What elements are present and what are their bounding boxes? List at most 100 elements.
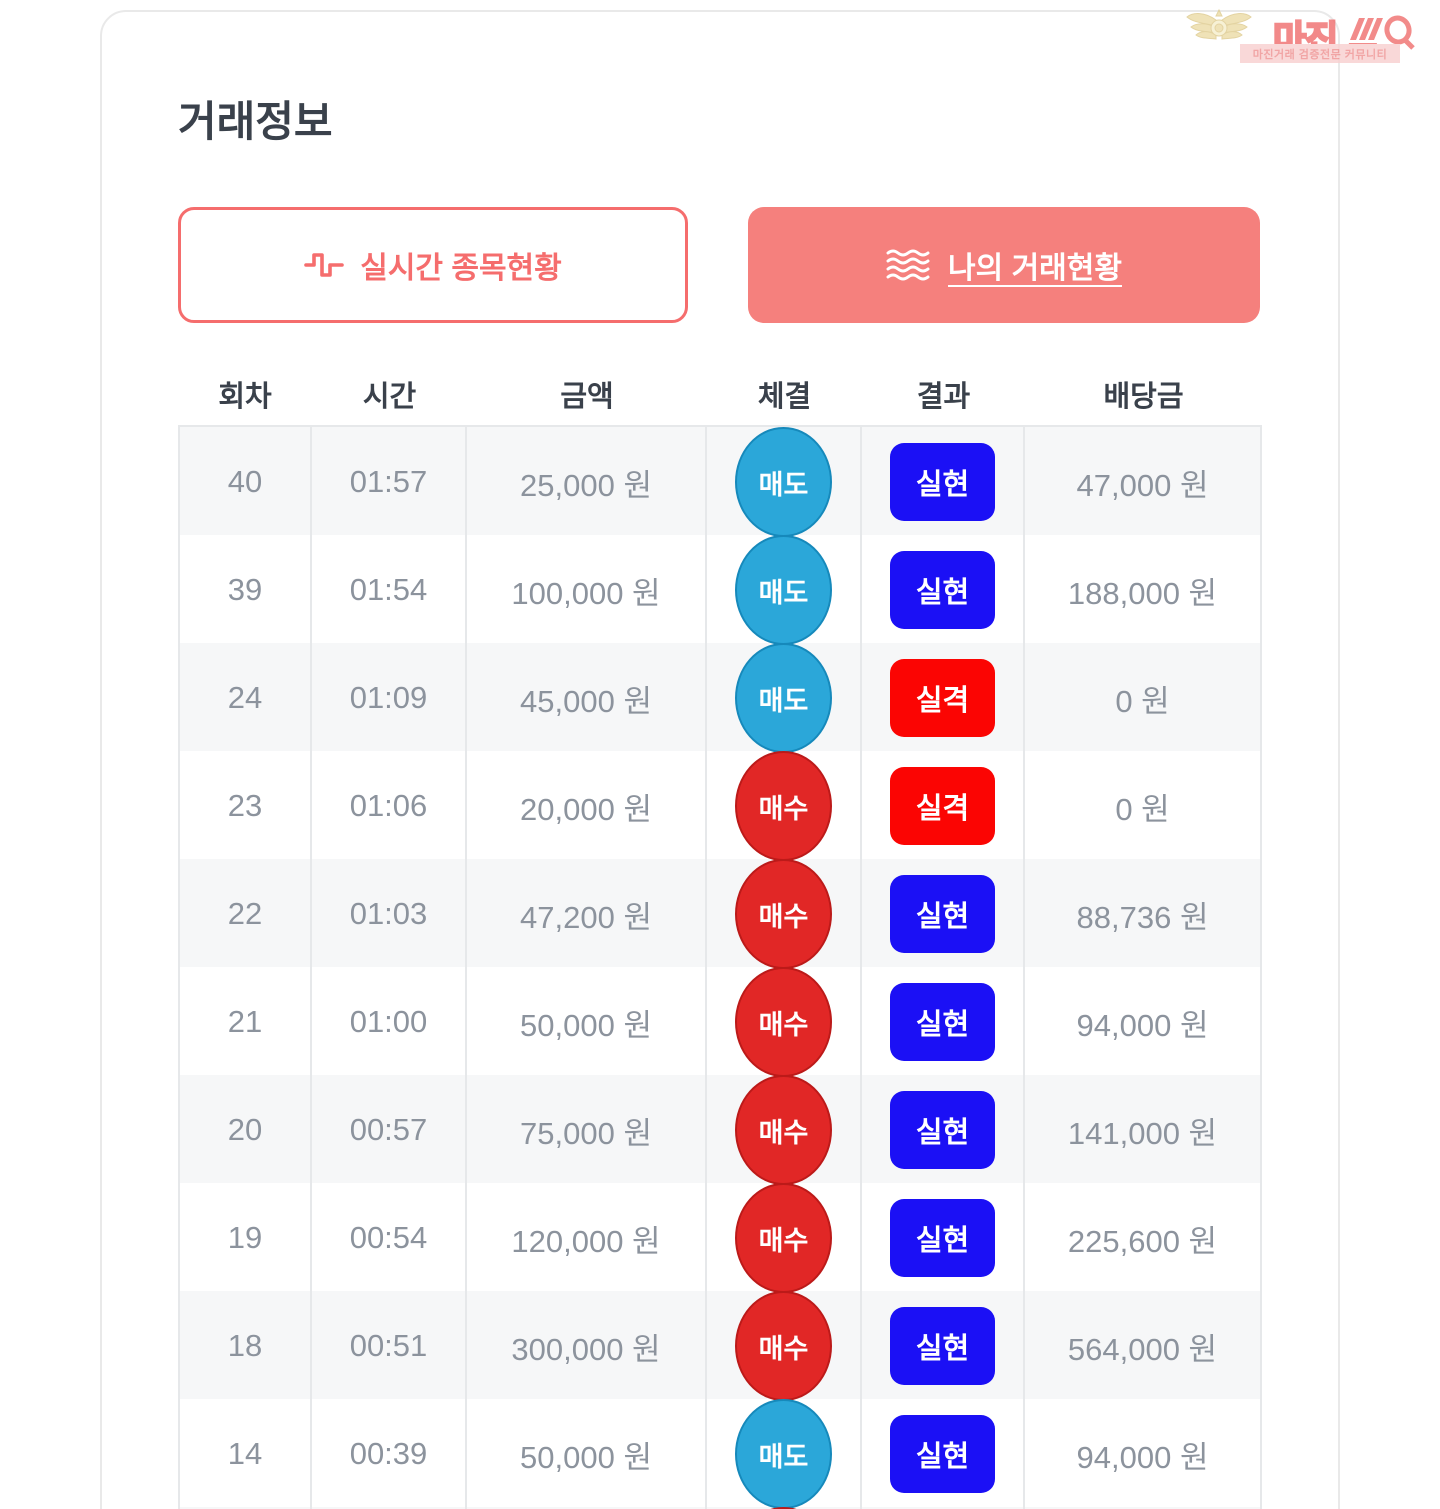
payout-cell	[1025, 1507, 1262, 1509]
time-cell: 00:57	[312, 1075, 467, 1187]
execution-chip: 매수	[735, 1291, 832, 1401]
table-body: 40 01:57 25,000 원 매도 실현 47,000 원 39 01:5…	[178, 425, 1262, 1509]
execution-cell: 매도	[707, 643, 862, 755]
round-cell	[180, 1507, 312, 1509]
execution-chip: 매수	[735, 859, 832, 969]
execution-chip: 매도	[735, 1399, 832, 1509]
amount-cell: 100,000 원	[467, 535, 707, 647]
result-cell: 실현	[862, 427, 1025, 539]
execution-cell: 매수	[707, 1291, 862, 1403]
time-cell: 01:03	[312, 859, 467, 971]
result-badge: 실현	[890, 1415, 995, 1493]
result-badge: 실현	[890, 551, 995, 629]
result-cell: 실현	[862, 1075, 1025, 1187]
payout-cell: 188,000 원	[1025, 535, 1262, 647]
table-row-partial	[180, 1507, 1262, 1509]
result-cell: 실현	[862, 1291, 1025, 1403]
trade-table: 회차 시간 금액 체결 결과 배당금 40 01:57 25,000 원 매도 …	[178, 362, 1262, 1509]
header-round: 회차	[218, 380, 272, 413]
execution-cell: 매수	[707, 1183, 862, 1295]
result-cell: 실현	[862, 535, 1025, 647]
table-row: 23 01:06 20,000 원 매수 실격 0 원	[180, 751, 1262, 863]
time-cell: 00:39	[312, 1399, 467, 1509]
execution-chip: 매수	[735, 1075, 832, 1185]
round-cell: 20	[180, 1075, 312, 1187]
result-cell	[862, 1507, 1025, 1509]
result-cell: 실현	[862, 1399, 1025, 1509]
table-header-row: 회차 시간 금액 체결 결과 배당금	[178, 362, 1262, 425]
payout-cell: 0 원	[1025, 643, 1262, 755]
amount-cell: 47,200 원	[467, 859, 707, 971]
result-badge: 실격	[890, 659, 995, 737]
round-cell: 23	[180, 751, 312, 863]
round-cell: 39	[180, 535, 312, 647]
amount-cell: 300,000 원	[467, 1291, 707, 1403]
realtime-stocks-label: 실시간 종목현황	[360, 252, 562, 285]
round-cell: 22	[180, 859, 312, 971]
table-row: 20 00:57 75,000 원 매수 실현 141,000 원	[180, 1075, 1262, 1187]
header-result: 결과	[916, 380, 971, 413]
time-cell: 01:57	[312, 427, 467, 539]
payout-cell: 0 원	[1025, 751, 1262, 863]
execution-cell: 매수	[707, 859, 862, 971]
waves-icon	[886, 249, 930, 281]
payout-cell: 94,000 원	[1025, 1399, 1262, 1509]
execution-cell: 매도	[707, 535, 862, 647]
header-payout: 배당금	[1103, 380, 1184, 413]
pulse-icon	[304, 253, 345, 277]
realtime-stocks-button[interactable]: 실시간 종목현황	[178, 207, 688, 323]
round-cell: 40	[180, 427, 312, 539]
round-cell: 14	[180, 1399, 312, 1509]
table-row: 39 01:54 100,000 원 매도 실현 188,000 원	[180, 535, 1262, 647]
time-cell: 00:54	[312, 1183, 467, 1295]
result-badge: 실현	[890, 875, 995, 953]
execution-cell	[707, 1507, 862, 1509]
amount-cell: 75,000 원	[467, 1075, 707, 1187]
execution-cell: 매수	[707, 751, 862, 863]
table-row: 24 01:09 45,000 원 매도 실격 0 원	[180, 643, 1262, 755]
header-amount: 금액	[560, 380, 614, 413]
execution-chip: 매도	[735, 427, 832, 537]
result-badge: 실현	[890, 443, 995, 521]
table-row: 40 01:57 25,000 원 매도 실현 47,000 원	[180, 427, 1262, 539]
time-cell: 01:09	[312, 643, 467, 755]
time-cell: 01:06	[312, 751, 467, 863]
result-cell: 실현	[862, 967, 1025, 1079]
execution-chip: 매수	[735, 967, 832, 1077]
execution-chip: 매수	[735, 1183, 832, 1293]
time-cell: 01:54	[312, 535, 467, 647]
amount-cell: 50,000 원	[467, 1399, 707, 1509]
result-badge: 실현	[890, 983, 995, 1061]
execution-cell: 매수	[707, 967, 862, 1079]
execution-cell: 매수	[707, 1075, 862, 1187]
result-cell: 실현	[862, 1183, 1025, 1295]
round-cell: 24	[180, 643, 312, 755]
result-cell: 실격	[862, 751, 1025, 863]
amount-cell	[467, 1507, 707, 1509]
header-execution: 체결	[757, 380, 812, 413]
execution-chip: 매수	[735, 751, 832, 861]
result-cell: 실격	[862, 643, 1025, 755]
time-cell	[312, 1507, 467, 1509]
logo-speedmark-icon	[1348, 15, 1415, 50]
time-cell: 00:51	[312, 1291, 467, 1403]
payout-cell: 141,000 원	[1025, 1075, 1262, 1187]
payout-cell: 225,600 원	[1025, 1183, 1262, 1295]
table-row: 18 00:51 300,000 원 매수 실현 564,000 원	[180, 1291, 1262, 1403]
page-title: 거래정보	[178, 98, 333, 145]
execution-chip: 매도	[735, 643, 832, 753]
execution-cell: 매도	[707, 427, 862, 539]
payout-cell: 94,000 원	[1025, 967, 1262, 1079]
amount-cell: 45,000 원	[467, 643, 707, 755]
table-row: 19 00:54 120,000 원 매수 실현 225,600 원	[180, 1183, 1262, 1295]
payout-cell: 564,000 원	[1025, 1291, 1262, 1403]
header-time: 시간	[362, 380, 417, 413]
time-cell: 01:00	[312, 967, 467, 1079]
amount-cell: 120,000 원	[467, 1183, 707, 1295]
result-cell: 실현	[862, 859, 1025, 971]
my-trades-button[interactable]: 나의 거래현황	[748, 207, 1260, 323]
payout-cell: 47,000 원	[1025, 427, 1262, 539]
payout-cell: 88,736 원	[1025, 859, 1262, 971]
round-cell: 19	[180, 1183, 312, 1295]
round-cell: 18	[180, 1291, 312, 1403]
